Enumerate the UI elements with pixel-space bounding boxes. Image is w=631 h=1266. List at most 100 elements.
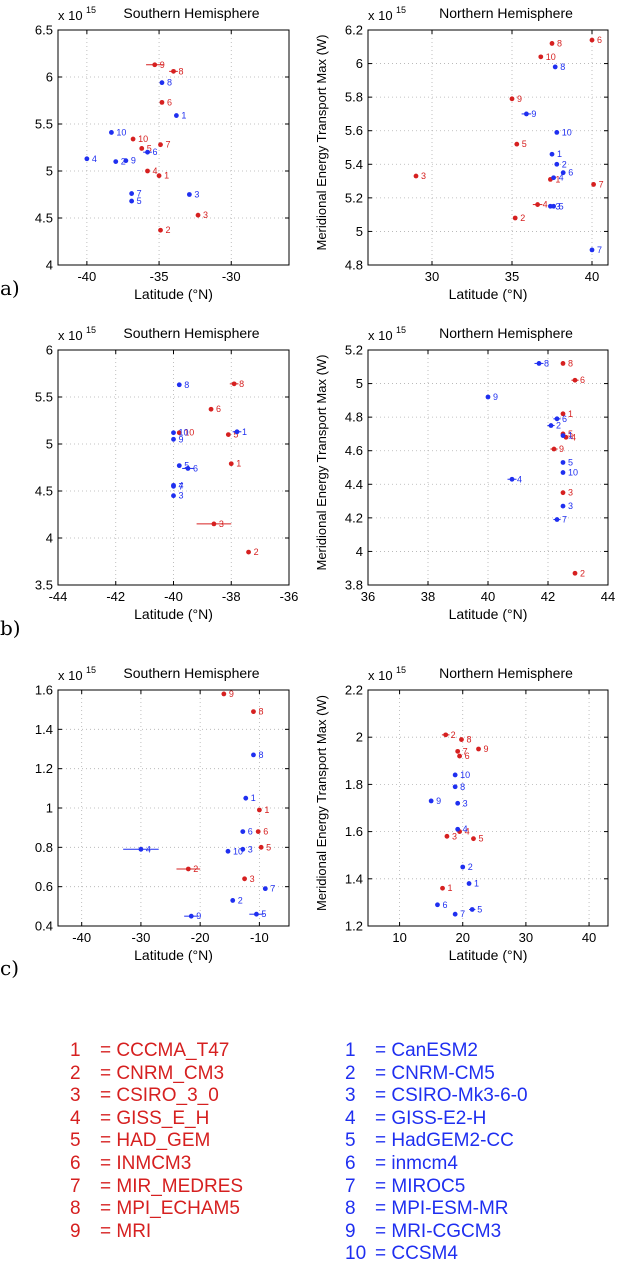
legend-entry: 4 = GISS-E2-H	[345, 1108, 528, 1131]
legend-entry-number: 8	[70, 1198, 81, 1220]
y-tick-label: 6	[46, 343, 53, 358]
y-tick-label: 5.2	[345, 343, 363, 358]
chart-title: Northern Hemisphere	[439, 5, 573, 21]
data-point	[452, 772, 458, 778]
chart-title: Southern Hemisphere	[123, 665, 259, 681]
data-point-label: 1	[568, 409, 573, 419]
data-point	[554, 416, 560, 422]
data-point-label: 6	[465, 751, 470, 761]
data-point-label: 7	[270, 884, 275, 894]
chart-title: Northern Hemisphere	[439, 665, 573, 681]
data-point	[471, 836, 476, 842]
data-point	[138, 846, 144, 852]
y-tick-label: 6.2	[345, 23, 363, 38]
data-point	[145, 168, 150, 174]
x-tick-label: -20	[191, 930, 210, 945]
data-point-label: 6	[248, 827, 253, 837]
legend-entry-number: 1	[345, 1040, 356, 1061]
data-point	[225, 432, 231, 437]
data-point	[195, 212, 201, 218]
legend-entry-number: 6	[70, 1152, 81, 1174]
data-point	[228, 461, 234, 467]
x-axis-label: Latitude (°N)	[134, 286, 213, 302]
legend-entry-number: 5	[345, 1130, 356, 1152]
legend-entry-label: = GISS_E_H	[100, 1107, 210, 1129]
legend-entry-number: 8	[345, 1198, 356, 1220]
legend-entry: 2 = CNRM-CM5	[345, 1063, 528, 1086]
data-point-label: 1	[568, 431, 573, 441]
data-point	[185, 866, 191, 872]
legend-entry-label: = CCSM4	[375, 1243, 458, 1265]
data-point-label: 4	[92, 154, 97, 164]
y-tick-label: 2.2	[345, 683, 363, 698]
data-point-label: 7	[179, 481, 184, 491]
chart-a-north: 30 35 404.855.25.45.65.866.2x 10 15 Northern…	[314, 5, 609, 302]
data-point-label: 8	[560, 62, 565, 72]
data-point	[459, 737, 464, 742]
data-point-label: 7	[460, 909, 465, 919]
y-tick-label: 6	[46, 70, 53, 85]
legend-entry: 6 = inmcm4	[345, 1153, 528, 1176]
y-tick-label: 1.4	[35, 722, 53, 737]
y-tick-label: 1.2	[345, 919, 363, 934]
legend-entry-number: 1	[70, 1040, 81, 1061]
x-tick-label: -10	[250, 930, 269, 945]
legend-entry: 9 = MRI	[70, 1221, 243, 1244]
data-point-label: 2	[556, 421, 561, 431]
data-point-label: 3	[463, 798, 468, 808]
data-point-label: 4	[146, 844, 151, 854]
legend-entry-number: 3	[345, 1085, 356, 1107]
legend-entry-label: = HadGEM2-CC	[375, 1130, 514, 1152]
y-tick-label: 1	[46, 801, 53, 816]
chart-title: Southern Hemisphere	[123, 5, 259, 21]
data-point	[188, 913, 194, 919]
data-point	[139, 146, 145, 151]
data-point	[208, 406, 214, 412]
legend-entry-number: 9	[70, 1220, 81, 1242]
data-point	[171, 430, 176, 436]
data-point	[242, 876, 247, 882]
data-point	[455, 800, 461, 806]
data-point	[536, 361, 542, 366]
x-tick-label: 42	[541, 589, 555, 604]
data-point	[554, 161, 560, 167]
y-tick-label: 5.2	[345, 190, 363, 205]
data-point	[246, 549, 251, 555]
data-point-label: 6	[442, 900, 447, 910]
data-point	[225, 848, 231, 854]
legend-entry-label: = CNRM_CM3	[100, 1062, 225, 1084]
data-point	[560, 411, 566, 417]
data-point	[460, 864, 466, 870]
data-point	[113, 159, 119, 165]
data-point	[158, 227, 163, 233]
x-tick-label: 44	[601, 589, 615, 604]
data-point	[158, 142, 163, 148]
y-tick-label: 4.8	[345, 258, 363, 273]
data-point-label: 7	[166, 140, 171, 150]
legend-entry: 5 = HadGEM2-CC	[345, 1130, 528, 1153]
y-tick-label: 2	[356, 730, 363, 745]
y-exponent-label: x 10	[58, 8, 83, 23]
x-tick-label: -30	[222, 269, 241, 284]
data-point-label: 3	[219, 519, 224, 529]
x-tick-label: 38	[421, 589, 435, 604]
x-tick-label: -38	[222, 589, 241, 604]
data-point-label: 10	[568, 468, 578, 478]
y-axis-label: Meridional Energy Transport Max (W)	[314, 354, 329, 570]
legend-entry-label: = CCCMA_T47	[100, 1040, 230, 1061]
y-exponent-power: 15	[396, 325, 406, 335]
x-tick-label: 40	[481, 589, 495, 604]
legend-entry-label: = MIR_MEDRES	[100, 1175, 244, 1197]
data-point	[129, 198, 135, 204]
data-point-label: 1	[251, 793, 256, 803]
data-point	[560, 361, 566, 366]
data-point-label: 9	[131, 156, 136, 166]
data-point-label: 4	[571, 432, 576, 442]
data-point-label: 5	[477, 904, 482, 914]
legend-entry: 10 = CCSM4	[345, 1243, 528, 1266]
data-point-label: 1	[557, 149, 562, 159]
data-point	[452, 911, 458, 917]
data-point	[457, 753, 462, 759]
y-tick-label: 5	[356, 224, 363, 239]
